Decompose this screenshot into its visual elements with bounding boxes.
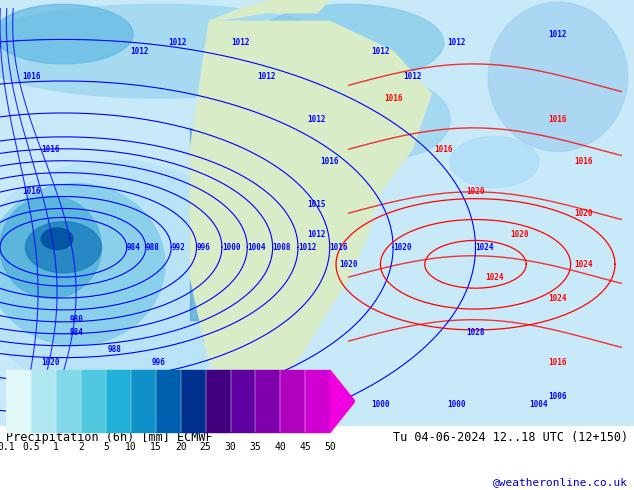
Circle shape — [25, 221, 101, 273]
Polygon shape — [330, 370, 355, 432]
Text: 0.1: 0.1 — [0, 442, 15, 452]
Text: 1016: 1016 — [22, 187, 41, 196]
Text: 1012: 1012 — [307, 115, 327, 124]
Text: 1016: 1016 — [320, 157, 339, 167]
Text: 15: 15 — [150, 442, 162, 452]
Text: 1004: 1004 — [276, 400, 295, 410]
Text: 984: 984 — [69, 328, 83, 337]
Text: @weatheronline.co.uk: @weatheronline.co.uk — [493, 477, 628, 487]
Text: 0.5: 0.5 — [22, 442, 40, 452]
Text: 2: 2 — [78, 442, 84, 452]
Text: 25: 25 — [200, 442, 212, 452]
Text: 1016: 1016 — [434, 145, 453, 154]
Text: 1024: 1024 — [548, 294, 567, 303]
Text: 996: 996 — [152, 358, 165, 367]
Text: 40: 40 — [275, 442, 286, 452]
Text: 1024: 1024 — [574, 260, 593, 269]
Text: 1020: 1020 — [393, 243, 411, 252]
Polygon shape — [190, 21, 431, 392]
Text: 1024: 1024 — [476, 243, 494, 252]
Text: 1008: 1008 — [273, 243, 291, 252]
Bar — [305, 370, 330, 432]
Text: 980: 980 — [69, 315, 83, 324]
Text: 1004: 1004 — [529, 400, 548, 410]
Ellipse shape — [0, 4, 349, 98]
Text: 1020: 1020 — [339, 260, 358, 269]
Ellipse shape — [0, 4, 133, 64]
Text: 20: 20 — [175, 442, 186, 452]
Ellipse shape — [254, 4, 444, 81]
Text: 1012: 1012 — [130, 47, 149, 56]
Ellipse shape — [0, 183, 165, 345]
Bar — [131, 370, 156, 432]
Text: 45: 45 — [299, 442, 311, 452]
Ellipse shape — [488, 2, 628, 151]
Bar — [31, 370, 56, 432]
Text: Tu 04-06-2024 12..18 UTC (12+150): Tu 04-06-2024 12..18 UTC (12+150) — [392, 431, 628, 444]
Ellipse shape — [0, 160, 257, 394]
Text: 1020: 1020 — [41, 358, 60, 367]
Text: 1004: 1004 — [247, 243, 266, 252]
Text: 1012: 1012 — [403, 72, 422, 81]
Text: 5: 5 — [103, 442, 109, 452]
Ellipse shape — [336, 81, 450, 158]
Text: 1016: 1016 — [41, 145, 60, 154]
Circle shape — [41, 228, 73, 249]
Bar — [156, 370, 181, 432]
Bar — [181, 370, 205, 432]
Bar — [231, 370, 256, 432]
Bar — [203, 106, 235, 341]
Text: 1012: 1012 — [447, 38, 466, 47]
Bar — [56, 370, 81, 432]
Text: 984: 984 — [127, 243, 141, 252]
Text: 1016: 1016 — [330, 243, 348, 252]
Text: 1012: 1012 — [168, 38, 187, 47]
Text: 1012: 1012 — [548, 29, 567, 39]
Text: 50: 50 — [324, 442, 336, 452]
Text: 1020: 1020 — [574, 209, 593, 218]
Text: 10: 10 — [125, 442, 137, 452]
Text: 1012: 1012 — [307, 230, 327, 239]
Bar — [81, 370, 106, 432]
Text: 1028: 1028 — [466, 328, 485, 337]
Text: 35: 35 — [250, 442, 261, 452]
Text: 992: 992 — [171, 243, 185, 252]
Bar — [6, 370, 31, 432]
Bar — [256, 370, 280, 432]
Text: 1015: 1015 — [307, 200, 327, 209]
Text: 1012: 1012 — [371, 47, 390, 56]
Text: 1016: 1016 — [384, 94, 403, 102]
Polygon shape — [209, 0, 330, 21]
Text: 996: 996 — [197, 243, 210, 252]
Text: 1020: 1020 — [510, 230, 529, 239]
Text: 988: 988 — [107, 345, 121, 354]
Text: 1000: 1000 — [371, 400, 390, 410]
Bar — [280, 370, 305, 432]
Text: 1016: 1016 — [548, 358, 567, 367]
Text: 30: 30 — [224, 442, 236, 452]
Bar — [205, 370, 231, 432]
Text: 1012: 1012 — [257, 72, 276, 81]
Bar — [106, 370, 131, 432]
Text: 1000: 1000 — [447, 400, 466, 410]
Text: 1024: 1024 — [485, 272, 504, 282]
Text: 1016: 1016 — [22, 72, 41, 81]
Text: 1016: 1016 — [574, 157, 593, 167]
Text: 1012: 1012 — [231, 38, 250, 47]
Text: 1016: 1016 — [548, 115, 567, 124]
Text: 1000: 1000 — [222, 243, 240, 252]
Ellipse shape — [0, 196, 101, 298]
Text: 1020: 1020 — [466, 187, 485, 196]
Text: 1024: 1024 — [22, 370, 41, 380]
Text: 1008: 1008 — [212, 388, 231, 397]
Text: 1: 1 — [53, 442, 59, 452]
Text: 1012: 1012 — [298, 243, 316, 252]
Text: Precipitation (6h) [mm] ECMWF: Precipitation (6h) [mm] ECMWF — [6, 431, 213, 444]
Ellipse shape — [450, 136, 539, 188]
Text: 1006: 1006 — [548, 392, 567, 401]
Text: 988: 988 — [146, 243, 160, 252]
Bar — [190, 128, 228, 319]
